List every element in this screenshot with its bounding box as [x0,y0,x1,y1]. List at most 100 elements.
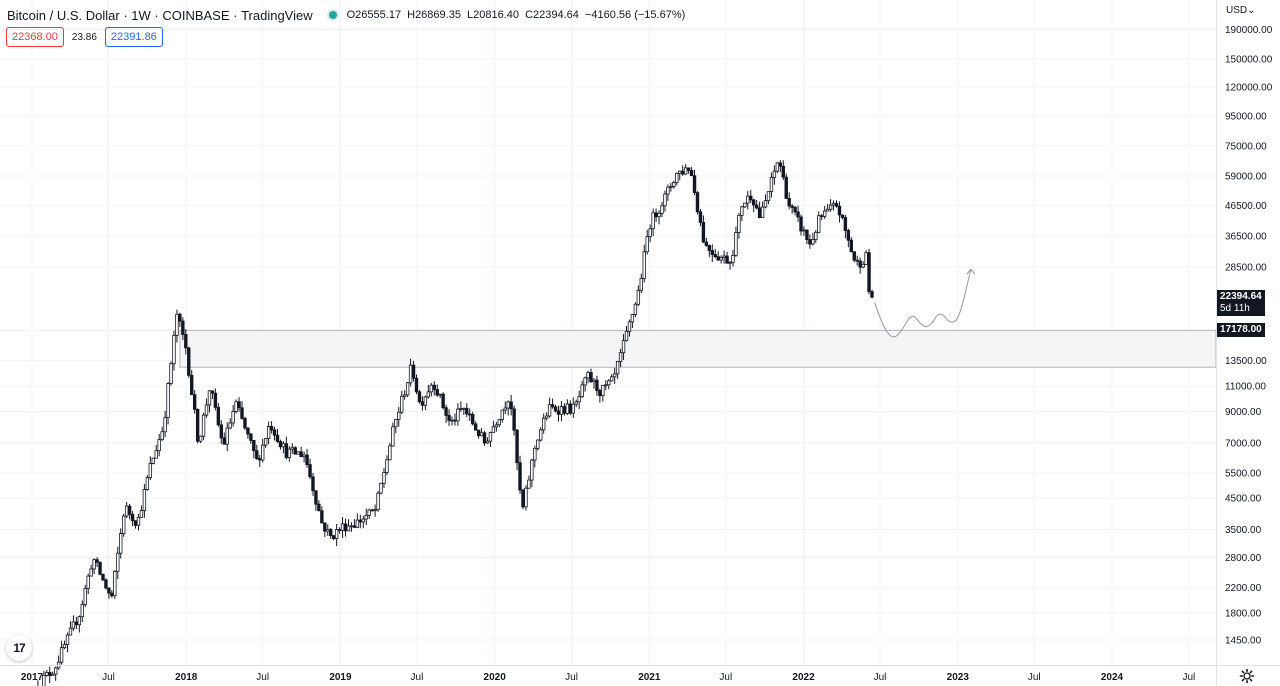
candle[interactable] [627,319,632,337]
candle[interactable] [645,229,649,255]
candle[interactable] [382,467,386,489]
candle[interactable] [320,506,324,524]
candle[interactable] [192,390,197,414]
candle[interactable] [136,513,141,531]
candle[interactable] [589,368,593,383]
candle[interactable] [601,384,605,402]
candle[interactable] [456,403,460,426]
candle[interactable] [314,490,318,511]
candle[interactable] [536,439,540,451]
candle[interactable] [716,251,720,262]
candle[interactable] [148,456,153,481]
candle[interactable] [154,444,158,459]
candle[interactable] [799,214,803,236]
candle[interactable] [370,508,374,512]
candle[interactable] [346,519,351,532]
candle[interactable] [719,255,723,264]
market-status-icon[interactable] [328,11,337,19]
candle[interactable] [648,224,652,243]
candle[interactable] [633,302,638,317]
candle[interactable] [127,503,132,520]
candle[interactable] [77,615,82,633]
candle[interactable] [817,211,821,234]
candle[interactable] [255,444,259,461]
candle[interactable] [119,528,123,559]
candle[interactable] [595,375,599,396]
candle[interactable] [657,210,661,225]
gear-icon[interactable] [1239,668,1255,684]
candle[interactable] [86,573,90,595]
candle[interactable] [831,200,836,211]
candle[interactable] [222,432,226,445]
candle[interactable] [98,561,102,576]
candle[interactable] [139,505,144,518]
candle[interactable] [181,317,185,340]
candle[interactable] [793,205,797,216]
candle[interactable] [527,475,531,489]
candle[interactable] [45,669,49,677]
candle[interactable] [722,250,726,264]
candle[interactable] [80,600,84,623]
candle[interactable] [636,285,641,307]
candle[interactable] [834,200,839,208]
candle[interactable] [379,482,383,495]
candle[interactable] [269,421,274,434]
candle[interactable] [302,451,306,463]
candle[interactable] [524,485,528,511]
candle[interactable] [574,399,578,408]
candle[interactable] [692,169,697,196]
candle[interactable] [500,409,504,423]
candle[interactable] [704,237,709,247]
candle[interactable] [728,260,732,270]
candle[interactable] [754,200,759,210]
resistance-zone-box[interactable] [179,329,1217,368]
candle[interactable] [494,421,499,432]
candle[interactable] [317,500,321,512]
candle[interactable] [550,398,555,409]
candle[interactable] [870,289,874,299]
candle[interactable] [429,382,433,397]
candle[interactable] [305,448,309,468]
candle[interactable] [231,405,235,427]
candle[interactable] [849,237,853,253]
candle[interactable] [518,455,522,494]
candle[interactable] [373,504,377,517]
candle[interactable] [852,251,856,263]
candle[interactable] [468,408,472,421]
candle[interactable] [293,446,297,455]
candle[interactable] [385,455,389,476]
candle[interactable] [169,361,173,386]
candle[interactable] [488,431,493,448]
symbol-legend[interactable]: Bitcoin / U.S. Dollar · 1W · COINBASE · … [7,6,688,24]
candle[interactable] [145,475,150,491]
candle[interactable] [749,190,753,204]
candle[interactable] [326,524,330,536]
candle[interactable] [426,384,431,399]
candle[interactable] [178,312,182,327]
candle[interactable] [453,413,457,426]
candle[interactable] [432,381,436,396]
candle[interactable] [766,191,771,204]
currency-selector[interactable]: USD⌄ [1226,5,1256,16]
sell-button[interactable]: 22368.00 [6,27,64,47]
candle[interactable] [266,421,271,445]
candle[interactable] [290,443,294,454]
candle[interactable] [323,522,327,537]
candle[interactable] [781,160,785,181]
candle[interactable] [172,330,176,371]
candle[interactable] [175,309,179,343]
candle[interactable] [450,416,454,426]
candle[interactable] [565,399,570,416]
candle[interactable] [65,632,70,653]
candle[interactable] [547,397,552,418]
candle[interactable] [624,325,629,342]
candle[interactable] [95,557,99,568]
candle[interactable] [397,406,401,427]
candle[interactable] [485,437,490,444]
candle[interactable] [124,502,129,519]
candle[interactable] [187,346,191,378]
candle[interactable] [825,203,830,212]
projection-path[interactable] [874,269,972,338]
candle[interactable] [846,228,851,248]
